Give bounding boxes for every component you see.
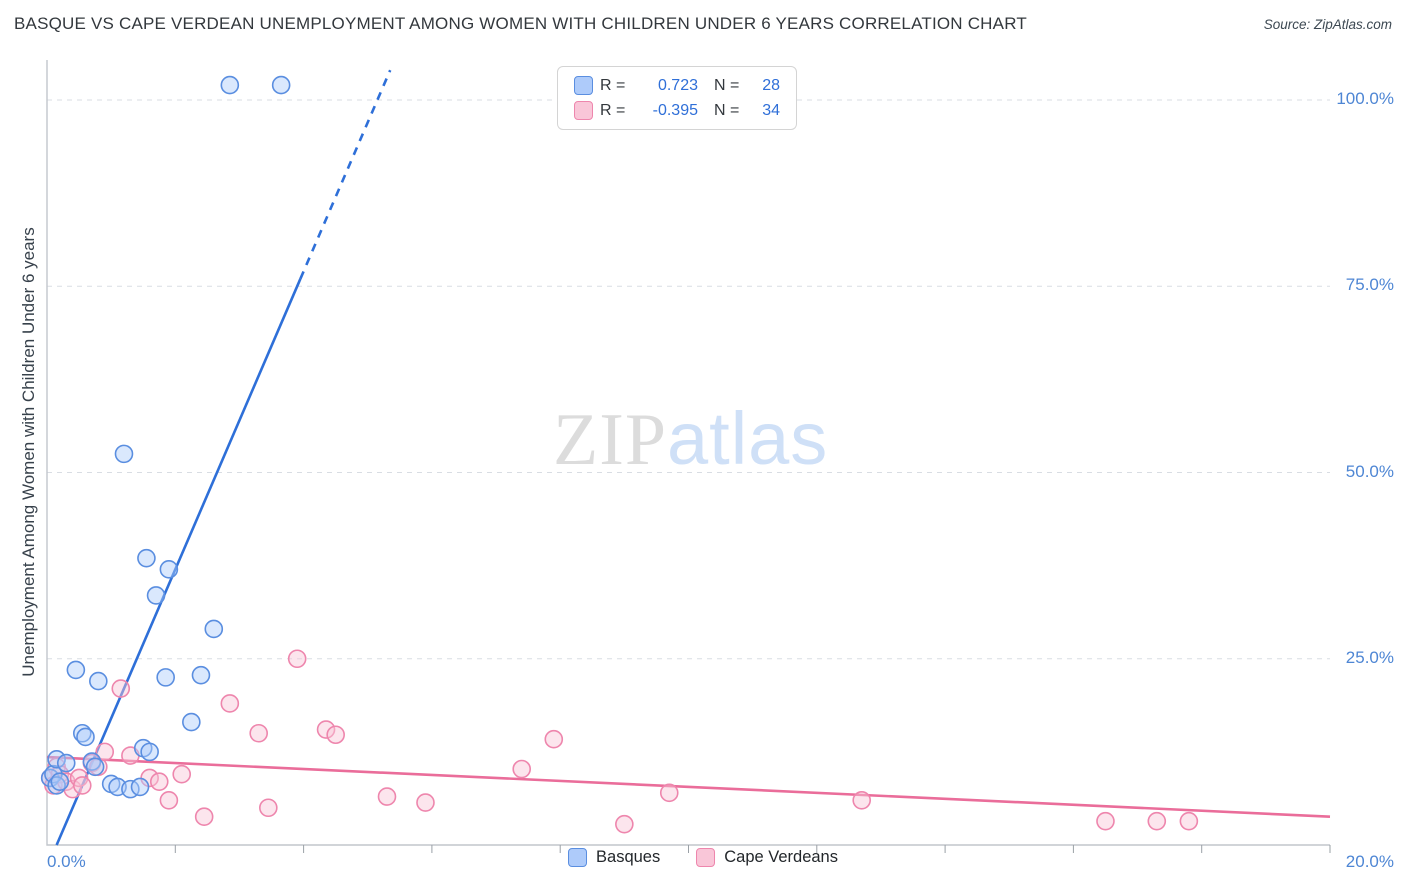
legend-item-cape-verdeans: Cape Verdeans	[696, 848, 838, 867]
n-value-basques: 28	[762, 76, 780, 94]
data-point-cape-verdeans[interactable]	[95, 742, 115, 762]
data-point-basques[interactable]	[85, 757, 105, 777]
n-label: N =	[714, 101, 740, 119]
data-point-basques[interactable]	[66, 660, 86, 680]
data-point-cape-verdeans[interactable]	[287, 649, 307, 669]
data-point-cape-verdeans[interactable]	[259, 798, 278, 818]
data-point-cape-verdeans[interactable]	[194, 807, 214, 826]
trend-line-cape-verdeans	[46, 755, 1331, 818]
n-value-cape-verdeans: 34	[762, 101, 780, 119]
data-point-basques[interactable]	[146, 586, 166, 605]
cape-verdeans-swatch	[574, 101, 593, 120]
data-point-cape-verdeans[interactable]	[149, 772, 169, 791]
data-point-cape-verdeans[interactable]	[172, 764, 192, 784]
data-point-cape-verdeans[interactable]	[512, 759, 532, 779]
data-point-cape-verdeans[interactable]	[316, 720, 336, 739]
data-point-basques[interactable]	[114, 444, 134, 464]
data-point-basques[interactable]	[191, 665, 211, 685]
trend-line-basques	[55, 278, 302, 846]
watermark-atlas: atlas	[667, 397, 829, 480]
r-label: R =	[600, 76, 626, 94]
r-value-cape-verdeans: -0.395	[652, 101, 698, 119]
cape-verdeans-legend-label: Cape Verdeans	[724, 848, 838, 866]
legend-item-basques: Basques	[568, 848, 660, 867]
data-point-basques[interactable]	[130, 777, 150, 797]
data-point-basques[interactable]	[271, 75, 291, 95]
data-point-basques[interactable]	[137, 548, 156, 568]
data-point-basques[interactable]	[76, 727, 95, 747]
x-axis-min-label: 0.0%	[47, 852, 86, 871]
y-axis-title: Unemployment Among Women with Children U…	[19, 227, 38, 677]
cape-verdeans-legend-swatch	[696, 848, 716, 867]
chart-title: BASQUE VS CAPE VERDEAN UNEMPLOYMENT AMON…	[14, 14, 1027, 33]
data-point-basques[interactable]	[182, 712, 201, 732]
series-legend: Basques Cape Verdeans	[568, 848, 838, 867]
r-value-basques: 0.723	[657, 76, 698, 94]
data-point-cape-verdeans[interactable]	[416, 793, 435, 812]
watermark: ZIPatlas	[553, 402, 828, 478]
y-tick-label-25.0%: 25.0%	[1345, 647, 1394, 667]
data-point-cape-verdeans[interactable]	[852, 790, 872, 810]
data-point-cape-verdeans[interactable]	[326, 725, 345, 745]
data-point-cape-verdeans[interactable]	[220, 694, 240, 713]
data-point-basques[interactable]	[56, 753, 76, 773]
basques-swatch	[574, 76, 593, 95]
data-point-cape-verdeans[interactable]	[615, 814, 634, 834]
data-point-cape-verdeans[interactable]	[1179, 811, 1199, 831]
n-label: N =	[714, 76, 740, 94]
source-link[interactable]: Source: ZipAtlas.com	[1263, 17, 1392, 32]
y-tick-label-50.0%: 50.0%	[1345, 461, 1394, 481]
data-point-cape-verdeans[interactable]	[377, 787, 397, 806]
watermark-zip: ZIP	[553, 399, 667, 481]
y-tick-label-75.0%: 75.0%	[1345, 275, 1394, 295]
data-point-basques[interactable]	[47, 750, 66, 769]
data-point-basques[interactable]	[159, 560, 179, 579]
data-point-cape-verdeans[interactable]	[544, 729, 564, 749]
correlation-stats-legend: R = 0.723 N = 28 R = -0.395 N = 34	[557, 66, 797, 130]
basques-legend-swatch	[568, 848, 588, 867]
axis-lines	[46, 60, 1330, 846]
stats-row-basques: R = 0.723 N = 28	[574, 76, 780, 95]
r-label: R =	[600, 101, 626, 119]
data-point-cape-verdeans[interactable]	[72, 776, 92, 795]
data-point-cape-verdeans[interactable]	[1096, 811, 1115, 831]
data-point-basques[interactable]	[156, 668, 175, 687]
data-point-cape-verdeans[interactable]	[1147, 811, 1167, 831]
data-point-cape-verdeans[interactable]	[159, 790, 179, 810]
data-point-cape-verdeans[interactable]	[659, 783, 679, 803]
data-point-cape-verdeans[interactable]	[111, 679, 131, 698]
y-tick-label-100.0%: 100.0%	[1336, 89, 1394, 108]
x-axis-max-label: 20.0%	[1345, 852, 1394, 871]
stats-row-cape-verdeans: R = -0.395 N = 34	[574, 101, 780, 120]
trend-line-basques	[299, 69, 392, 280]
data-point-basques[interactable]	[204, 619, 224, 639]
data-point-basques[interactable]	[50, 772, 70, 791]
data-point-basques[interactable]	[220, 75, 240, 95]
data-point-basques[interactable]	[140, 742, 159, 762]
data-point-cape-verdeans[interactable]	[249, 723, 268, 743]
data-point-basques[interactable]	[82, 752, 102, 771]
basques-legend-label: Basques	[596, 848, 661, 866]
data-point-basques[interactable]	[89, 671, 108, 691]
